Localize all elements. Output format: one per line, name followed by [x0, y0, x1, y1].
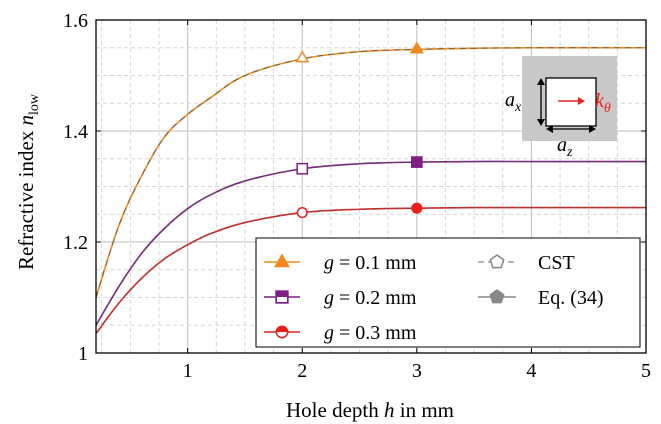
- legend: g = 0.1 mm g = 0.2 mm g = 0.3 mm CST Eq. (34…: [255, 237, 641, 348]
- inset-ax-arrowhead: [537, 78, 545, 85]
- series-line-cst-1: [95, 47, 647, 298]
- x-tick-label: 2: [297, 360, 307, 382]
- y-tick-label: 1.2: [63, 232, 88, 254]
- series-curves: [95, 46, 647, 335]
- legend-label: g = 0.3 mm: [324, 322, 417, 344]
- legend-marker: [274, 253, 290, 268]
- inset-k-arrowhead: [578, 97, 585, 105]
- inset-az-arrowhead: [546, 125, 553, 133]
- series-point-eq-1: [409, 41, 424, 54]
- x-tick-label: 5: [641, 360, 651, 382]
- inset-label-k: kθ: [595, 90, 611, 116]
- series-point-eq-3: [411, 202, 423, 214]
- legend-box: [255, 237, 641, 348]
- series-point-cst-3: [296, 207, 308, 219]
- series-line-cst-2: [95, 160, 646, 326]
- series-markers: [295, 41, 424, 219]
- series-line-cst-3: [95, 207, 646, 334]
- legend-label: CST: [538, 252, 575, 274]
- inset-az-arrowhead: [589, 125, 596, 133]
- axis-ticks: 1 2 3 4 5 1 1.2 1.4 1.6: [63, 10, 651, 382]
- series-point-eq-2: [410, 156, 423, 168]
- legend-marker: [489, 254, 505, 269]
- legend-label: Eq. (34): [538, 287, 604, 309]
- series-point-cst-2: [296, 162, 309, 175]
- x-tick-label: 1: [183, 360, 193, 382]
- legend-marker: [489, 289, 505, 304]
- y-tick-label: 1: [78, 343, 88, 365]
- plot-frame: [95, 19, 647, 354]
- inset-label-az: az: [557, 134, 573, 160]
- series-point-cst-1: [295, 50, 310, 63]
- legend-marker-ring: [275, 325, 289, 339]
- x-tick-label: 3: [412, 360, 422, 382]
- legend-marker-half: [277, 297, 287, 302]
- inset-label-ax: ax: [505, 89, 522, 115]
- y-axis-label: Refractive index nlow: [14, 93, 42, 270]
- inset-hole: [545, 77, 597, 127]
- inset-ax-arrowhead: [537, 119, 545, 126]
- y-tick-label: 1.4: [63, 121, 88, 143]
- x-axis-label: Hole depth h in mm: [286, 398, 454, 422]
- x-tick-label: 4: [526, 360, 536, 382]
- y-tick-label: 1.6: [63, 10, 88, 32]
- legend-label: g = 0.2 mm: [324, 287, 417, 309]
- legend-label: g = 0.1 mm: [324, 252, 417, 274]
- legend-marker-half: [276, 332, 288, 338]
